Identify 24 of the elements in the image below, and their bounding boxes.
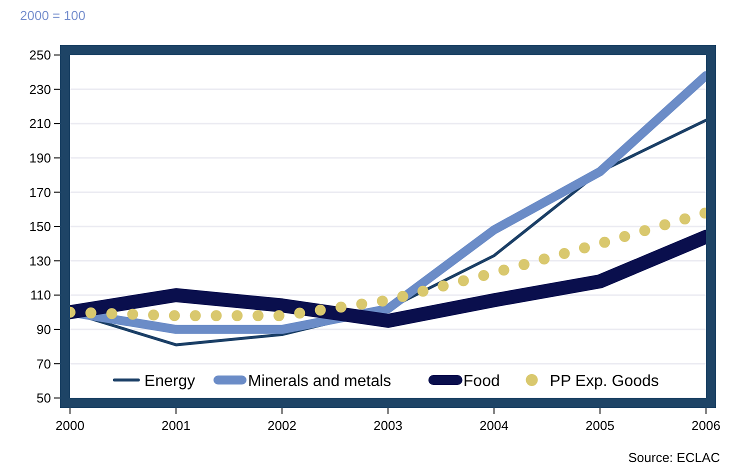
- y-tick-label: 90: [36, 322, 51, 337]
- y-tick-label: 190: [29, 150, 51, 166]
- y-tick-label: 210: [29, 116, 51, 132]
- x-tick-label: 2000: [56, 418, 84, 433]
- legend-label: PP Exp. Goods: [550, 373, 659, 390]
- y-tick-label: 130: [29, 253, 51, 268]
- x-tick-label: 2006: [692, 418, 720, 433]
- legend-label: Minerals and metals: [248, 373, 392, 390]
- legend-label: Energy: [144, 373, 196, 390]
- y-tick-label: 110: [30, 288, 51, 303]
- x-tick-label: 2003: [374, 418, 402, 433]
- x-tick-label: 2002: [268, 418, 296, 433]
- y-tick-label: 250: [29, 48, 51, 63]
- x-tick-label: 2001: [162, 418, 190, 433]
- chart-subtitle: 2000 = 100: [20, 8, 86, 23]
- y-tick-label: 150: [29, 219, 51, 234]
- legend-label: Food: [463, 373, 500, 390]
- y-tick-label: 70: [36, 356, 51, 372]
- y-tick-label: 230: [29, 82, 51, 97]
- source-note: Source: ECLAC: [628, 450, 720, 465]
- y-tick-label: 50: [36, 390, 51, 406]
- x-tick-label: 2005: [586, 418, 614, 433]
- y-tick-label: 170: [29, 184, 51, 200]
- x-tick-label: 2004: [480, 418, 508, 433]
